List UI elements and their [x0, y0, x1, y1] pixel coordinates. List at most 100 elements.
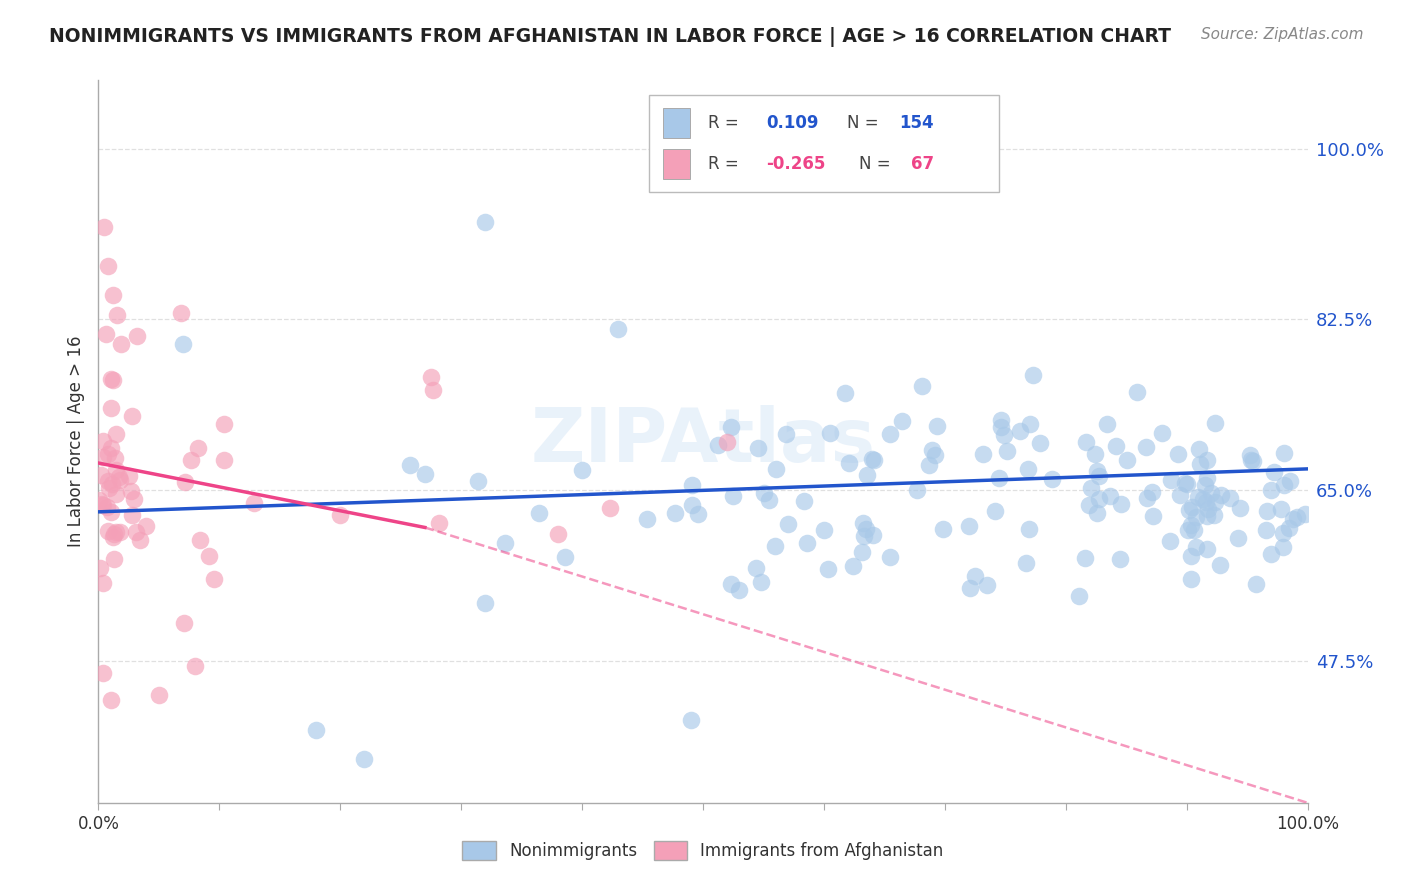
Point	[688, 507, 710, 521]
Point	[758, 493, 780, 508]
Point	[353, 752, 375, 766]
Point	[93, 434, 115, 448]
Point	[97, 447, 120, 461]
Point	[103, 527, 125, 541]
Point	[1263, 465, 1285, 479]
Point	[148, 689, 170, 703]
Point	[1087, 492, 1109, 507]
FancyBboxPatch shape	[664, 149, 690, 179]
Point	[1088, 469, 1111, 483]
Point	[98, 481, 121, 495]
Point	[110, 336, 132, 351]
Point	[212, 453, 235, 467]
Point	[1015, 556, 1038, 570]
Point	[681, 477, 703, 491]
Point	[1204, 495, 1226, 509]
Point	[93, 576, 115, 591]
Point	[921, 442, 943, 457]
Point	[1175, 477, 1198, 491]
Point	[957, 518, 980, 533]
Point	[474, 596, 496, 610]
Point	[527, 507, 550, 521]
Point	[89, 561, 111, 575]
Point	[104, 524, 127, 539]
Point	[924, 448, 946, 462]
Point	[1178, 503, 1201, 517]
Point	[125, 329, 148, 343]
Point	[1202, 508, 1225, 522]
Point	[1281, 512, 1303, 526]
Point	[1188, 442, 1211, 456]
Point	[1191, 491, 1213, 506]
Point	[1019, 417, 1042, 432]
Point	[1185, 540, 1208, 554]
Point	[198, 549, 221, 564]
Point	[101, 288, 124, 302]
Point	[105, 487, 128, 501]
Point	[104, 463, 127, 477]
Point	[988, 470, 1011, 484]
Point	[1167, 447, 1189, 461]
Point	[1294, 507, 1316, 521]
Point	[963, 569, 986, 583]
Point	[1227, 531, 1250, 545]
Point	[1160, 473, 1182, 487]
Point	[993, 428, 1015, 442]
Point	[420, 370, 443, 384]
Point	[103, 530, 125, 544]
Point	[1278, 521, 1301, 535]
Point	[87, 493, 110, 508]
Point	[1040, 472, 1063, 486]
Point	[1115, 453, 1137, 467]
Point	[1209, 488, 1232, 502]
Point	[120, 484, 142, 499]
Point	[1159, 534, 1181, 549]
Point	[905, 483, 928, 498]
Point	[720, 420, 742, 434]
Point	[547, 527, 569, 541]
Point	[173, 615, 195, 630]
Point	[1108, 552, 1130, 566]
Point	[752, 485, 775, 500]
Point	[1272, 525, 1295, 540]
Point	[1017, 462, 1039, 476]
Point	[427, 516, 450, 530]
Point	[110, 473, 132, 487]
Point	[763, 539, 786, 553]
Point	[793, 493, 815, 508]
Point	[1256, 524, 1278, 538]
Point	[1180, 572, 1202, 586]
Point	[1136, 491, 1159, 505]
Point	[1279, 474, 1302, 488]
Point	[1229, 500, 1251, 515]
Point	[100, 401, 122, 415]
Point	[1244, 577, 1267, 591]
Point	[554, 550, 576, 565]
Point	[1098, 489, 1121, 503]
Point	[1150, 426, 1173, 441]
Point	[796, 536, 818, 550]
Point	[1135, 440, 1157, 454]
Point	[97, 524, 120, 539]
Point	[890, 414, 912, 428]
Point	[1074, 550, 1097, 565]
Point	[121, 508, 143, 522]
Point	[1095, 417, 1118, 431]
Point	[105, 308, 128, 322]
Point	[720, 577, 742, 591]
Point	[90, 468, 112, 483]
Point	[681, 498, 703, 512]
Point	[1142, 509, 1164, 524]
Point	[747, 441, 769, 455]
Point	[1260, 483, 1282, 498]
Point	[173, 475, 195, 490]
Point	[474, 215, 496, 229]
Point	[97, 259, 120, 273]
Point	[765, 462, 787, 476]
Point	[721, 489, 744, 503]
Point	[96, 500, 118, 515]
Point	[1174, 476, 1197, 491]
Point	[121, 409, 143, 423]
Text: 154: 154	[898, 114, 934, 132]
Point	[1260, 547, 1282, 561]
